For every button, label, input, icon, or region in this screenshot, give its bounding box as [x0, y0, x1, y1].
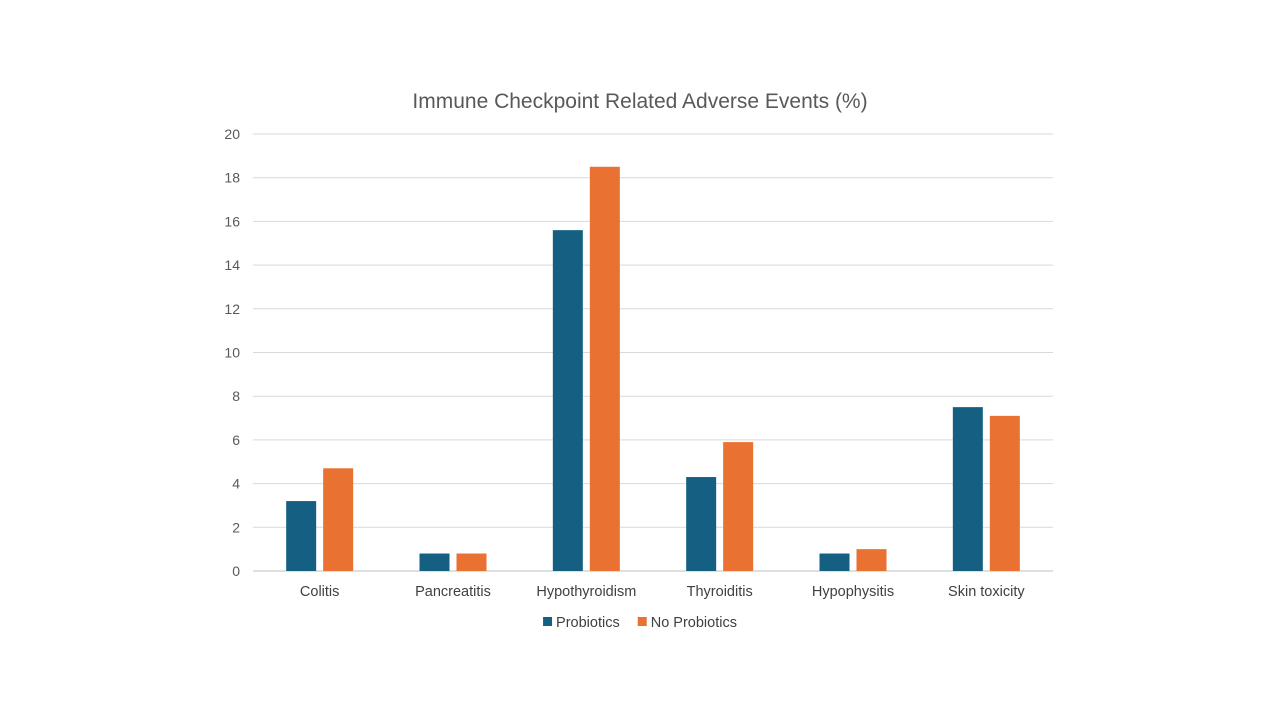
bar-colitis-probiotics	[286, 501, 317, 571]
legend-item-no-probiotics: No Probiotics	[637, 615, 737, 631]
bar-colitis-no-probiotics	[323, 468, 354, 571]
bar-pancreatitis-no-probiotics	[456, 553, 487, 571]
x-axis-labels: Colitis Pancreatitis Hypothyroidism Thyroid…	[300, 584, 1025, 600]
legend-swatch	[637, 617, 647, 626]
y-tick-label: 4	[232, 476, 240, 492]
y-tick-label: 16	[224, 213, 240, 229]
bar-thyroiditis-no-probiotics	[723, 442, 754, 571]
y-tick-label: 12	[224, 301, 240, 317]
legend-label: Probiotics	[556, 615, 620, 631]
x-category-label: Pancreatitis	[415, 584, 491, 600]
bar-hypothyroidism-no-probiotics	[589, 166, 620, 571]
bar-pancreatitis-probiotics	[419, 553, 450, 571]
x-category-label: Thyroiditis	[687, 584, 753, 600]
bar-skin-toxicity-probiotics	[952, 407, 983, 571]
y-tick-label: 10	[224, 345, 240, 361]
y-tick-label: 18	[224, 170, 240, 186]
x-category-label: Colitis	[300, 584, 339, 600]
bars	[286, 166, 1020, 571]
bar-hypothyroidism-probiotics	[552, 230, 583, 571]
y-axis-ticks: 0 2 4 6 8 10 12 14 16 18 20	[224, 126, 240, 579]
legend-item-probiotics: Probiotics	[543, 615, 620, 631]
y-tick-label: 8	[232, 388, 240, 404]
bar-thyroiditis-probiotics	[686, 477, 717, 571]
legend-label: No Probiotics	[651, 615, 737, 631]
x-category-label: Hypothyroidism	[536, 584, 636, 600]
legend-swatch	[543, 617, 553, 626]
x-category-label: Hypophysitis	[812, 584, 894, 600]
bar-hypophysitis-no-probiotics	[856, 549, 887, 571]
x-category-label: Skin toxicity	[948, 584, 1025, 600]
y-tick-label: 0	[232, 563, 240, 579]
y-tick-label: 6	[232, 432, 240, 448]
bar-skin-toxicity-no-probiotics	[989, 415, 1020, 571]
y-tick-label: 14	[224, 257, 240, 273]
legend: Probiotics No Probiotics	[543, 615, 737, 631]
bar-hypophysitis-probiotics	[819, 553, 850, 571]
y-tick-label: 20	[224, 126, 240, 142]
chart-title: Immune Checkpoint Related Adverse Events…	[412, 90, 867, 113]
y-tick-label: 2	[232, 519, 240, 535]
gridlines	[253, 133, 1053, 572]
